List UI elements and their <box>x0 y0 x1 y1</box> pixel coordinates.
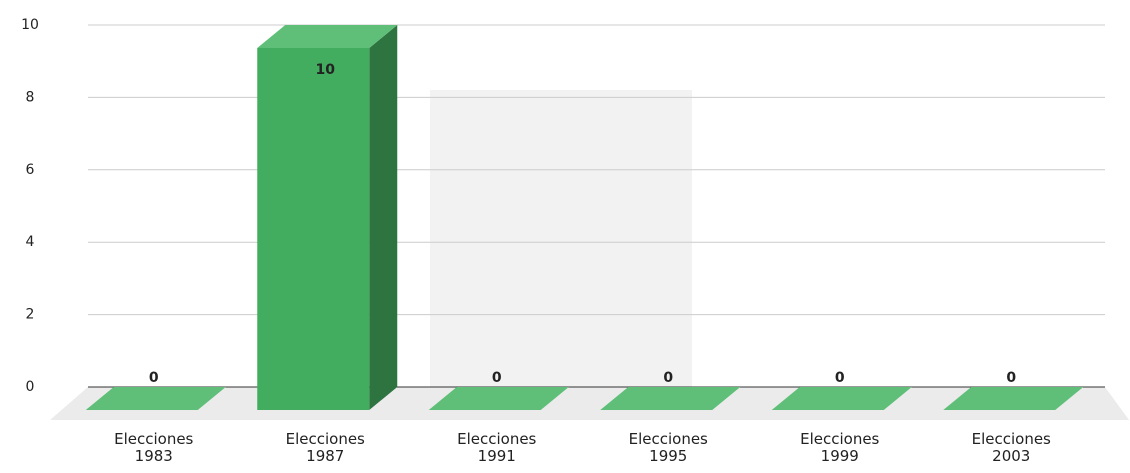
watermark-bg <box>430 90 692 410</box>
bar-top <box>600 387 741 410</box>
y-tick-label: 2 <box>26 307 35 323</box>
y-tick-label: 4 <box>26 234 35 250</box>
x-tick-label: Elecciones 2003 <box>971 430 1051 465</box>
bar-top <box>943 387 1084 410</box>
bar <box>257 25 398 410</box>
value-label: 10 <box>316 62 336 78</box>
x-tick-label: Elecciones 1987 <box>285 430 365 465</box>
value-label: 0 <box>492 370 502 386</box>
y-tick-label: 10 <box>21 17 39 33</box>
bar <box>943 387 1084 410</box>
bar-side <box>369 25 398 410</box>
value-label: 0 <box>1006 370 1016 386</box>
x-tick-label: Elecciones 1991 <box>457 430 537 465</box>
y-tick-label: 8 <box>26 89 35 105</box>
bar-top <box>428 387 569 410</box>
bar-front <box>257 48 370 410</box>
y-tick-label: 0 <box>26 379 35 395</box>
value-label: 0 <box>663 370 673 386</box>
bar <box>428 387 569 410</box>
y-tick-label: 6 <box>26 162 35 178</box>
value-label: 0 <box>149 370 159 386</box>
x-tick-label: Elecciones 1999 <box>800 430 880 465</box>
bar-top <box>85 387 226 410</box>
bar-top <box>257 25 398 48</box>
bar <box>600 387 741 410</box>
value-label: 0 <box>835 370 845 386</box>
bar-top <box>771 387 912 410</box>
bar <box>771 387 912 410</box>
bar <box>85 387 226 410</box>
x-tick-label: Elecciones 1983 <box>114 430 194 465</box>
x-tick-label: Elecciones 1995 <box>628 430 708 465</box>
